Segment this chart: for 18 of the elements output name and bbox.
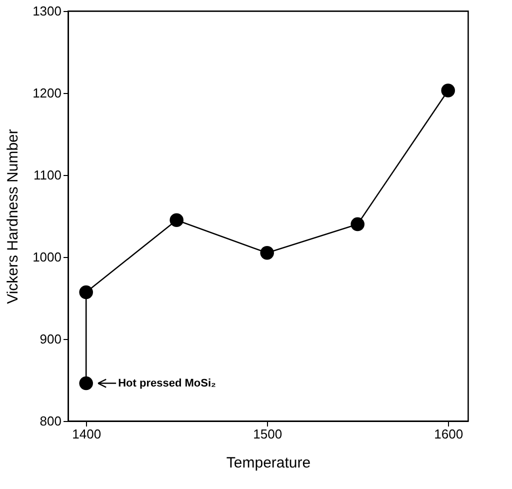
point xyxy=(170,213,184,227)
x-tick-label: 1400 xyxy=(72,426,102,442)
point xyxy=(79,285,93,300)
point xyxy=(441,84,455,98)
y-tick-label: 900 xyxy=(40,332,62,346)
point xyxy=(79,376,93,390)
y-tick-label: 1300 xyxy=(32,4,62,18)
x-tick-label: 1600 xyxy=(434,426,464,442)
x-tick-label: 1500 xyxy=(253,426,282,442)
y-tick-label: 1200 xyxy=(32,86,62,100)
y-tick-label: 800 xyxy=(40,414,62,428)
y-tick-label: 1100 xyxy=(34,168,62,182)
point xyxy=(260,246,274,260)
x-axis-title: Temperature xyxy=(226,454,311,472)
annotation: Hot pressed MoSi₂ xyxy=(118,377,216,390)
y-tick-label: 1000 xyxy=(32,250,62,264)
y-axis-title: Vickers Hardness Number xyxy=(4,129,22,304)
point xyxy=(350,217,364,232)
